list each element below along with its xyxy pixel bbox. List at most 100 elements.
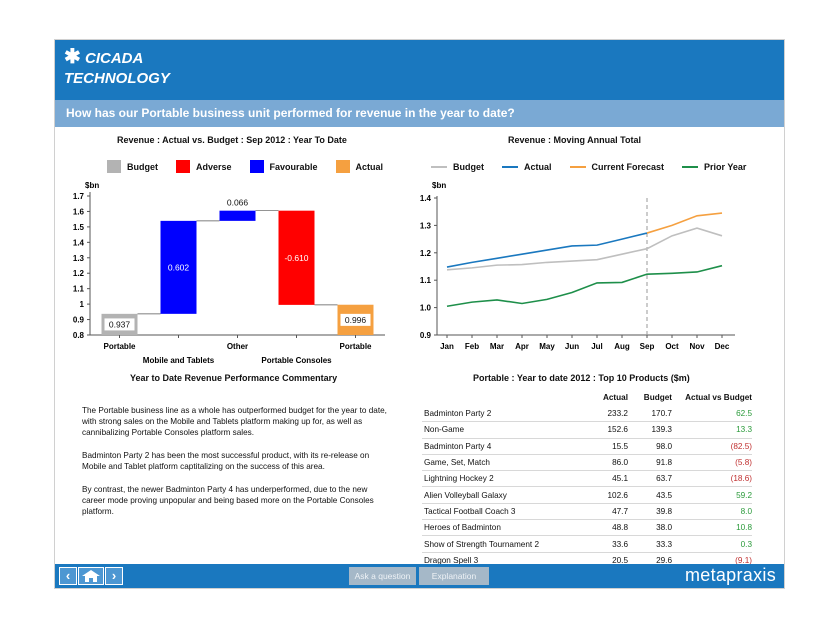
x-tick-label: Nov bbox=[689, 342, 705, 351]
budget-value: 91.8 bbox=[628, 454, 672, 472]
actual-value: 47.7 bbox=[584, 503, 628, 521]
variance-value: 13.3 bbox=[672, 421, 752, 439]
x-tick-label: Apr bbox=[515, 342, 529, 351]
variance-value: (82.5) bbox=[672, 438, 752, 455]
actual-value: 45.1 bbox=[584, 470, 628, 488]
chevron-left-icon[interactable]: ‹ bbox=[59, 567, 77, 585]
table-header-actual: Actual bbox=[602, 393, 628, 402]
table-row: Badminton Party 4 15.5 98.0 (82.5) bbox=[422, 438, 752, 455]
table-row: Game, Set, Match 86.0 91.8 (5.8) bbox=[422, 454, 752, 472]
budget-value: 38.0 bbox=[628, 519, 672, 537]
value-label: 0.602 bbox=[168, 262, 190, 272]
question-text: How has our Portable business unit perfo… bbox=[66, 106, 515, 120]
value-label-bg bbox=[104, 318, 135, 331]
table-row: Badminton Party 2 233.2 170.7 62.5 bbox=[422, 406, 752, 423]
y-tick-label: 1.6 bbox=[73, 207, 85, 216]
budget-value: 98.0 bbox=[628, 438, 672, 455]
logo-line2: TECHNOLOGY bbox=[64, 70, 170, 87]
actual-value: 233.2 bbox=[584, 406, 628, 423]
variance-value: 0.3 bbox=[672, 535, 752, 553]
budget-value: 39.8 bbox=[628, 503, 672, 521]
series-line-current-forecast bbox=[646, 212, 723, 234]
category-label: Other bbox=[227, 342, 248, 351]
y-axis-label: $bn bbox=[432, 181, 446, 190]
budget-value: 63.7 bbox=[628, 470, 672, 488]
right-chart-title: Revenue : Moving Annual Total bbox=[508, 135, 642, 145]
x-tick-label: Feb bbox=[465, 342, 479, 351]
value-label: 0.996 bbox=[345, 315, 367, 325]
variance-value: (18.6) bbox=[672, 470, 752, 488]
actual-value: 48.8 bbox=[584, 519, 628, 537]
budget-value: 43.5 bbox=[628, 486, 672, 504]
value-label: -0.610 bbox=[284, 253, 308, 263]
y-tick-label: 0.9 bbox=[420, 331, 432, 340]
table-row: Heroes of Badminton 48.8 38.0 10.8 bbox=[422, 519, 752, 537]
actual-value: 33.6 bbox=[584, 535, 628, 553]
actual-value: 86.0 bbox=[584, 454, 628, 472]
brand-logo: metapraxis bbox=[684, 565, 776, 585]
legend-item-favourable: Favourable bbox=[249, 160, 318, 173]
y-tick-label: 1.0 bbox=[420, 304, 432, 313]
dashboard-frame: ✱ CICADA TECHNOLOGY How has our Portable… bbox=[54, 39, 785, 589]
x-tick-label: Oct bbox=[665, 342, 679, 351]
y-tick-label: 1.3 bbox=[73, 254, 85, 263]
y-tick-label: 1.3 bbox=[420, 221, 432, 230]
waterfall-bar bbox=[160, 220, 197, 314]
legend-item-line-prior: Prior Year bbox=[682, 162, 746, 172]
legend-item-line-budget: Budget bbox=[431, 162, 484, 172]
footer-bar: ‹ › Ask a question Explanation metapraxi… bbox=[55, 564, 784, 588]
series-line-budget bbox=[446, 227, 723, 271]
legend-item-line-forecast: Current Forecast bbox=[569, 162, 664, 172]
series-line-prior-year bbox=[446, 264, 723, 308]
y-tick-label: 1.4 bbox=[420, 194, 432, 203]
x-tick-label: Jun bbox=[565, 342, 579, 351]
x-tick-label: Dec bbox=[715, 342, 730, 351]
x-tick-label: Jan bbox=[440, 342, 454, 351]
product-name: Lightning Hockey 2 bbox=[422, 470, 584, 488]
product-name: Badminton Party 4 bbox=[422, 438, 584, 455]
waterfall-bar bbox=[278, 210, 315, 305]
commentary-paragraph: The Portable business line as a whole ha… bbox=[82, 406, 387, 437]
category-label: Portable bbox=[103, 342, 136, 351]
budget-value: 139.3 bbox=[628, 421, 672, 439]
logo-line1: CICADA bbox=[85, 50, 144, 67]
waterfall-bar bbox=[219, 210, 256, 221]
y-tick-label: 1.1 bbox=[420, 276, 432, 285]
waterfall-legend: Budget Adverse Favourable Actual bbox=[107, 160, 401, 173]
product-name: Non-Game bbox=[422, 421, 584, 439]
category-label: Mobile and Tablets bbox=[143, 356, 215, 365]
table-row: Tactical Football Coach 3 47.7 39.8 8.0 bbox=[422, 503, 752, 521]
y-tick-label: 1.7 bbox=[73, 192, 85, 201]
y-tick-label: 1.2 bbox=[73, 269, 85, 278]
category-label: Portable Consoles bbox=[261, 356, 332, 365]
variance-value: (5.8) bbox=[672, 454, 752, 472]
header: ✱ CICADA TECHNOLOGY bbox=[55, 40, 784, 100]
budget-value: 33.3 bbox=[628, 535, 672, 553]
chevron-right-icon[interactable]: › bbox=[105, 567, 123, 585]
product-name: Badminton Party 2 bbox=[422, 406, 584, 423]
y-tick-label: 0.8 bbox=[73, 331, 85, 340]
ask-question-button[interactable]: Ask a question bbox=[349, 567, 416, 585]
y-tick-label: 1.2 bbox=[420, 249, 432, 258]
left-chart-title: Revenue : Actual vs. Budget : Sep 2012 :… bbox=[117, 135, 347, 145]
variance-value: 10.8 bbox=[672, 519, 752, 537]
product-name: Game, Set, Match bbox=[422, 454, 584, 472]
table-header-variance: Actual vs Budget bbox=[685, 393, 752, 402]
table-row: Alien Volleyball Galaxy 102.6 43.5 59.2 bbox=[422, 486, 752, 504]
variance-value: 62.5 bbox=[672, 406, 752, 423]
table-header-product bbox=[422, 389, 584, 406]
commentary-title: Year to Date Revenue Performance Comment… bbox=[130, 373, 338, 383]
product-name: Tactical Football Coach 3 bbox=[422, 503, 584, 521]
table-row: Show of Strength Tournament 2 33.6 33.3 0.3 bbox=[422, 535, 752, 553]
legend-item-adverse: Adverse bbox=[176, 160, 232, 173]
x-tick-label: Sep bbox=[640, 342, 655, 351]
moving-annual-total-chart: $bn 0.9 1.0 1.1 1.2 1.3 1.4 Jan Feb Mar Apr May Jun J… bbox=[420, 181, 735, 351]
x-tick-label: Aug bbox=[614, 342, 630, 351]
actual-value: 15.5 bbox=[584, 438, 628, 455]
explanation-button[interactable]: Explanation bbox=[419, 567, 489, 585]
home-icon[interactable] bbox=[78, 567, 104, 585]
legend-item-actual: Actual bbox=[335, 160, 383, 173]
table-title: Portable : Year to date 2012 : Top 10 Pr… bbox=[473, 373, 690, 383]
line-legend: Budget Actual Current Forecast Prior Yea… bbox=[431, 162, 764, 172]
product-name: Heroes of Badminton bbox=[422, 519, 584, 537]
